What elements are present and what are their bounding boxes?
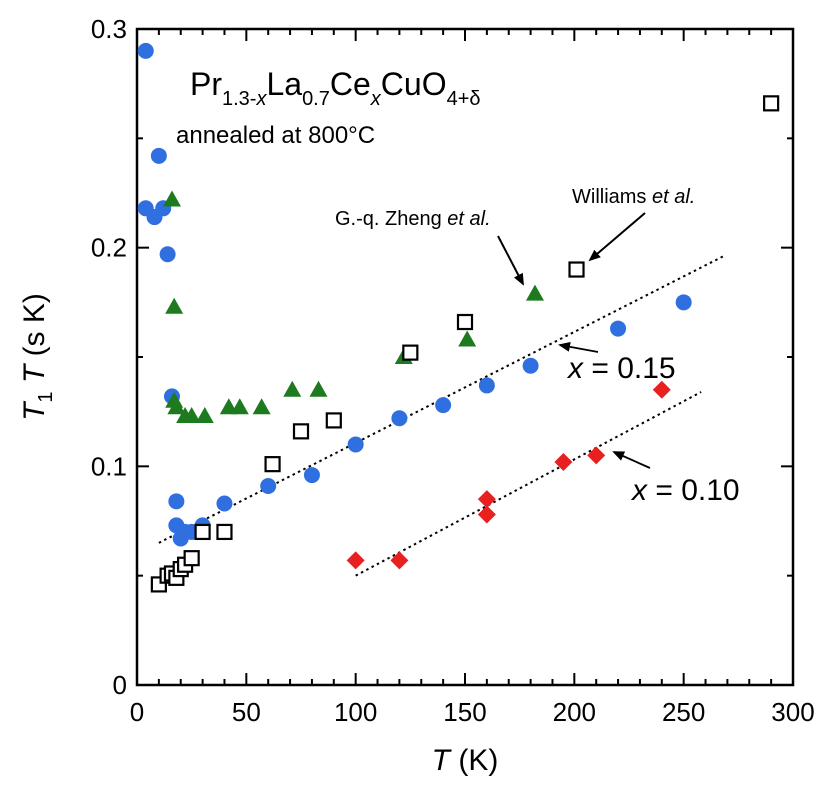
- data-point: [610, 320, 627, 337]
- data-point: [162, 190, 181, 207]
- annotation-zheng: G.-q. Zheng et al.: [335, 208, 491, 230]
- data-point: [195, 407, 214, 424]
- data-point: [568, 261, 585, 278]
- data-point: [763, 95, 780, 112]
- x-tick-label: 0: [130, 697, 144, 727]
- x-tick-label: 300: [771, 697, 814, 727]
- data-point: [477, 505, 496, 524]
- series-diamond: [346, 380, 671, 570]
- chart-subtitle: annealed at 800°C: [176, 122, 375, 149]
- data-point: [652, 380, 671, 399]
- data-point: [292, 423, 310, 440]
- y-tick-labels: 0 0.1 0.2 0.3: [91, 14, 127, 700]
- y-tick-label: 0: [113, 670, 127, 700]
- data-point: [325, 412, 342, 429]
- data-point: [183, 550, 200, 567]
- data-point: [391, 410, 408, 427]
- data-point: [252, 398, 271, 415]
- data-point: [216, 495, 233, 512]
- x-axis-title: T (K): [432, 744, 499, 777]
- x-tick-label: 50: [232, 697, 261, 727]
- series-open-square: [150, 95, 780, 593]
- data-point: [435, 397, 452, 414]
- series-triangle: [162, 190, 544, 424]
- x-tick-label: 150: [443, 697, 486, 727]
- data-point: [554, 452, 573, 471]
- fit-lines: [158, 255, 724, 577]
- data-point: [264, 456, 281, 473]
- y-tick-label: 0.1: [91, 451, 127, 481]
- arrow-williams: [588, 212, 646, 262]
- data-points: [137, 42, 780, 593]
- data-point: [675, 294, 692, 311]
- data-point: [137, 42, 154, 59]
- data-point: [303, 467, 320, 484]
- data-point: [347, 436, 364, 453]
- chart-title: Pr1.3-xLa0.7CexCuO4+δ: [190, 66, 481, 110]
- data-point: [522, 357, 539, 374]
- data-point: [458, 330, 477, 347]
- annotation-williams: Williams et al.: [572, 186, 695, 208]
- data-point: [168, 493, 185, 510]
- x-tick-label: 100: [334, 697, 377, 727]
- annotation-x015: x = 0.15: [566, 352, 676, 385]
- axis-ticks: [136, 28, 794, 686]
- series-circle: [137, 42, 692, 547]
- fit-line: [355, 391, 702, 577]
- data-point: [283, 380, 302, 397]
- data-point: [390, 551, 409, 570]
- y-axis-title: T1 T (s K): [18, 293, 57, 421]
- annotation-x010: x = 0.10: [630, 474, 740, 507]
- arrow-x015: [558, 341, 599, 353]
- y-tick-label: 0.2: [91, 233, 127, 263]
- data-point: [230, 398, 249, 415]
- data-point: [165, 297, 184, 314]
- data-point: [194, 523, 211, 541]
- data-point: [587, 446, 606, 465]
- arrow-x010: [612, 451, 651, 469]
- data-point: [260, 478, 277, 495]
- data-point: [478, 377, 495, 394]
- data-point: [456, 313, 474, 331]
- data-point: [525, 284, 544, 301]
- data-point: [216, 523, 233, 541]
- x-tick-label: 200: [553, 697, 596, 727]
- x-tick-label: 250: [662, 697, 705, 727]
- data-point: [167, 398, 186, 415]
- data-point: [477, 490, 496, 509]
- y-tick-label: 0.3: [91, 14, 127, 44]
- data-point: [150, 147, 167, 164]
- arrow-zheng: [497, 235, 524, 286]
- data-point: [309, 380, 328, 397]
- data-point: [346, 551, 365, 570]
- data-point: [182, 407, 201, 424]
- data-point: [159, 246, 176, 263]
- x-tick-labels: 0 50 100 150 200 250 300: [130, 697, 815, 727]
- data-point: [402, 344, 419, 361]
